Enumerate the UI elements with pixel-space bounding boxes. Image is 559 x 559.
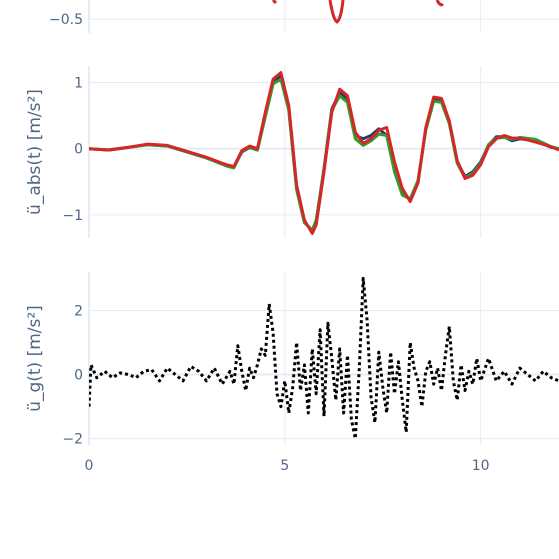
y-tick-label: −0.5 — [49, 12, 83, 28]
series-line-2 — [89, 71, 559, 235]
panel-middle: −1 0 1 ü_abs(t) [m/s²] — [25, 66, 559, 238]
y-tick-label: 1 — [74, 76, 83, 92]
x-tick-label: 0 — [85, 458, 94, 474]
x-tick-label: 10 — [472, 458, 490, 474]
y-tick-label: −1 — [62, 208, 83, 224]
y-axis-title: ü_abs(t) [m/s²] — [25, 89, 45, 215]
y-axis-title: ü_g(t) [m/s²] — [25, 305, 45, 412]
y-tick-label: 2 — [74, 303, 83, 319]
y-tick-label: −2 — [62, 432, 83, 448]
panel-top-clipped: −0.5 — [49, 0, 559, 33]
top-trace-fragment — [271, 0, 278, 5]
x-tick-label: 5 — [280, 458, 289, 474]
top-trace-fragment — [435, 0, 445, 7]
series-line-0 — [89, 276, 559, 441]
y-tick-label: 0 — [74, 142, 83, 158]
y-tick-label: 0 — [74, 368, 83, 384]
series-line-1 — [89, 77, 559, 232]
top-panel-trace-fragments — [271, 0, 445, 24]
series-line-0 — [89, 74, 559, 233]
top-trace-fragment — [328, 0, 345, 24]
